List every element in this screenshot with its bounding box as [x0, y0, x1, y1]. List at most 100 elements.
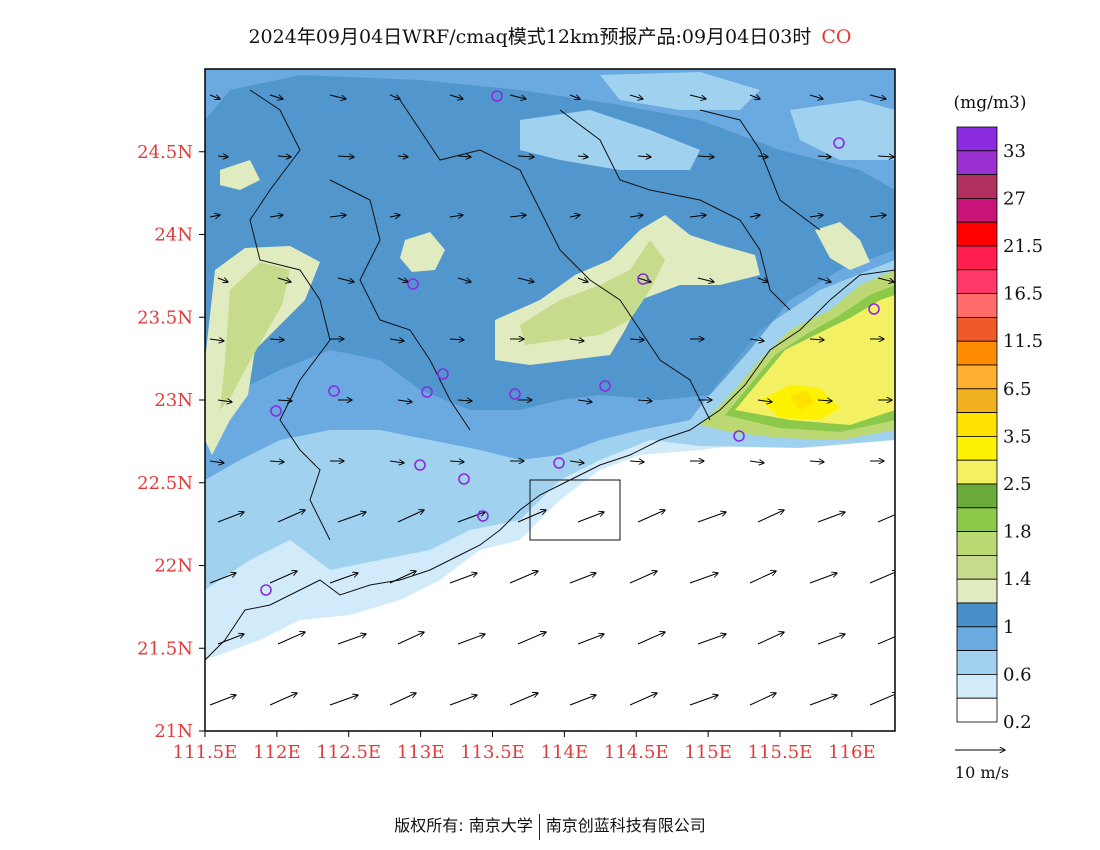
colorbar: 33 27 21.5 16.5 11.5 6.5 3.5 2.5 1.8 1.4 1 0.6 0.2 — [956, 126, 1043, 733]
wind-arrow — [689, 695, 718, 706]
footer-divider — [538, 813, 540, 840]
station-ring — [553, 457, 565, 469]
copyright-footer: 版权所有: 南京大学 南京创蓝科技有限公司 — [0, 812, 1100, 840]
wind-arrow — [629, 571, 657, 584]
wind-arrow — [629, 461, 644, 462]
lon-tick-label: 114E — [541, 742, 589, 763]
wind-arrow — [329, 695, 358, 706]
colorbar-segment — [956, 626, 998, 651]
lon-tick-label: 112E — [253, 742, 301, 763]
station-ring — [833, 137, 845, 149]
wind-arrow — [457, 156, 471, 157]
wind-arrow — [457, 277, 471, 282]
station-ring — [328, 385, 340, 397]
colorbar-segment — [956, 316, 998, 342]
wind-arrow — [397, 278, 408, 282]
coastline-borders — [205, 89, 895, 661]
lat-tick-label: 21.5N — [137, 638, 193, 659]
wind-arrow — [449, 573, 477, 584]
wind-arrow — [337, 156, 354, 157]
colorbar-label: 27 — [1003, 188, 1026, 209]
wind-arrow — [629, 94, 643, 99]
wind-arrow — [749, 215, 760, 217]
wind-arrow — [749, 571, 776, 584]
wind-arrow — [569, 573, 596, 584]
colorbar-segment — [956, 650, 998, 675]
wind-arrow — [517, 632, 546, 645]
wind-arrow — [757, 400, 772, 402]
footer-right: 南京创蓝科技有限公司 — [545, 816, 706, 835]
wind-arrow — [209, 215, 220, 217]
wind-scale-label: 10 m/s — [955, 763, 1009, 782]
wind-arrow — [337, 512, 366, 523]
colorbar-segment — [956, 174, 998, 199]
wind-arrow — [817, 512, 845, 523]
wind-arrow — [697, 277, 714, 282]
chart-title: 2024年09月04日WRF/cmaq模式12km预报产品:09月04日03时 C… — [0, 22, 1100, 49]
wind-arrow — [749, 95, 760, 99]
wind-arrow — [269, 693, 297, 706]
station-ring — [868, 303, 880, 315]
wind-arrow — [449, 215, 463, 217]
wind-arrow — [269, 94, 283, 99]
colorbar-segment — [956, 197, 998, 223]
wind-arrow — [517, 510, 546, 523]
legend-unit: (mg/m3) — [954, 93, 1027, 113]
wind-arrow — [337, 634, 366, 645]
wind-arrow — [509, 571, 538, 584]
wind-arrow — [869, 215, 886, 217]
station-ring — [270, 405, 282, 417]
wind-arrow — [449, 339, 464, 340]
colorbar-segment — [956, 697, 998, 723]
station-ring — [599, 380, 611, 392]
colorbar-segment — [956, 388, 998, 413]
wind-arrow — [217, 156, 228, 157]
wind-arrow — [689, 573, 718, 584]
colorbar-segment — [956, 531, 998, 556]
wind-arrow — [637, 156, 651, 157]
colorbar-segment — [956, 221, 998, 247]
wind-arrow — [749, 693, 776, 706]
wind-arrow — [577, 156, 588, 157]
lon-tick-label: 116E — [828, 742, 876, 763]
colorbar-segment — [956, 340, 998, 366]
wind-arrow — [329, 94, 346, 99]
wind-arrow — [749, 339, 764, 341]
colorbar-label: 0.6 — [1003, 664, 1032, 685]
colorbar-segment — [956, 412, 998, 437]
wind-arrow — [389, 693, 416, 706]
concentration-field — [205, 69, 895, 731]
wind-arrow — [337, 277, 354, 282]
wind-arrow — [457, 512, 485, 523]
wind-arrow — [689, 215, 706, 217]
lon-tick-label: 115E — [684, 742, 732, 763]
colorbar-segment — [956, 293, 998, 318]
colorbar-segment — [956, 364, 998, 390]
wind-vectors — [209, 94, 895, 706]
wind-arrow — [517, 277, 534, 282]
wind-arrow — [869, 693, 895, 706]
wind-arrow — [209, 339, 224, 341]
wind-arrow — [389, 215, 400, 217]
lat-tick-label: 23.5N — [137, 307, 193, 328]
wind-arrow — [209, 461, 224, 463]
wind-arrow — [209, 573, 236, 584]
wind-arrow — [449, 695, 477, 706]
wind-arrow — [517, 156, 534, 157]
wind-arrow — [757, 510, 784, 523]
wind-arrow — [269, 461, 284, 462]
lon-tick-label: 111.5E — [173, 742, 238, 763]
station-ring — [421, 386, 433, 398]
station-ring — [260, 584, 272, 596]
title-species: CO — [821, 26, 852, 48]
station-ring — [407, 278, 419, 290]
colorbar-segment — [956, 483, 998, 509]
wind-arrow — [449, 461, 464, 462]
wind-arrow — [817, 634, 845, 645]
wind-arrow — [509, 215, 526, 217]
wind-arrow — [217, 512, 244, 523]
lon-tick-label: 115.5E — [748, 742, 813, 763]
wind-arrow — [397, 400, 412, 402]
colorbar-label: 33 — [1003, 141, 1026, 162]
wind-arrow — [697, 634, 726, 645]
